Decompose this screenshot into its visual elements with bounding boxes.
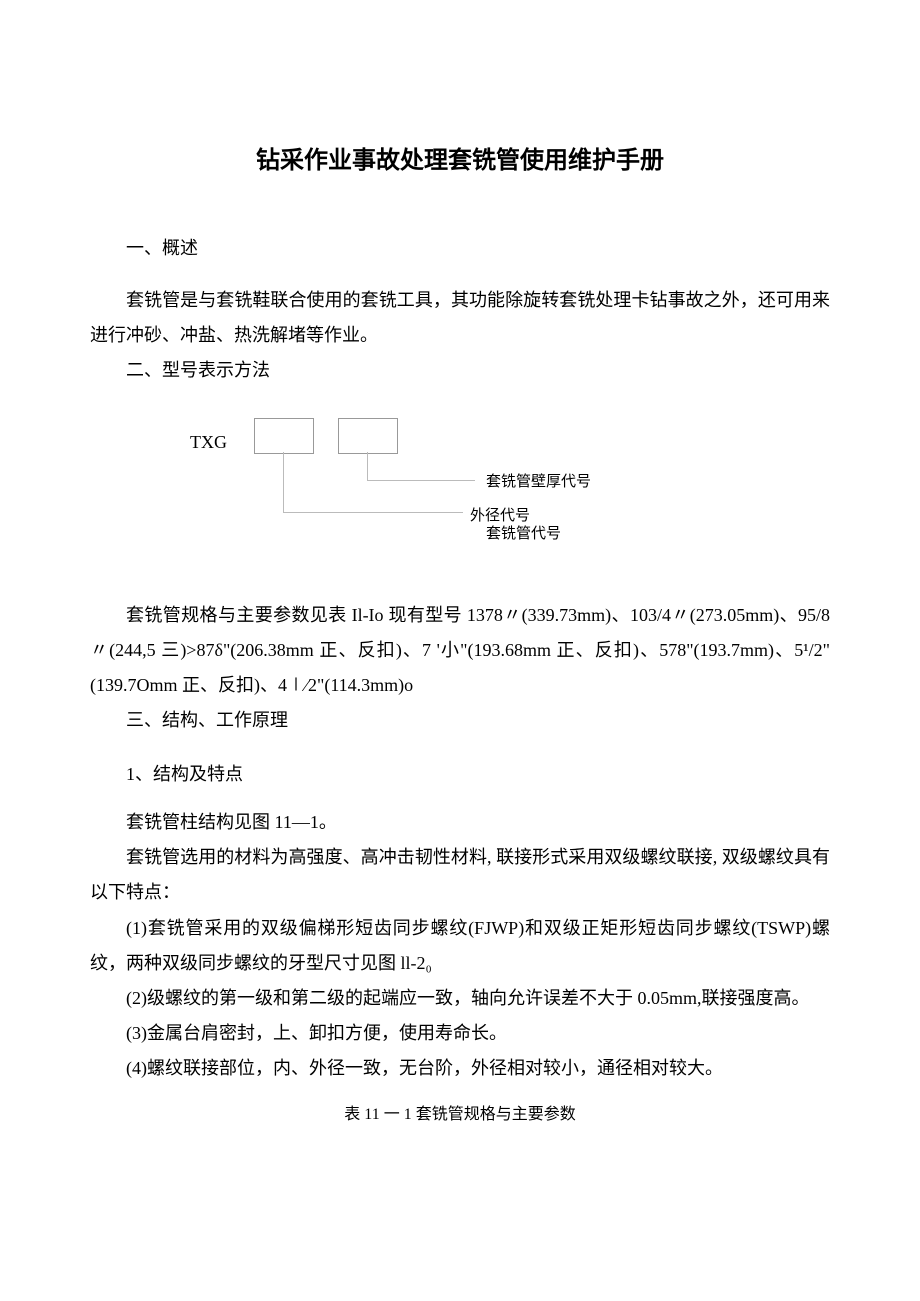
diagram-connector xyxy=(367,480,475,481)
section-2-heading: 二、型号表示方法 xyxy=(90,353,830,387)
diagram-connector xyxy=(283,512,463,513)
diagram-connector xyxy=(367,452,368,480)
section-3-item-4: (4)螺纹联接部位，内、外径一致，无台阶，外径相对较小，通径相对较大。 xyxy=(90,1051,830,1086)
section-1-paragraph: 套铣管是与套铣鞋联合使用的套铣工具，其功能除旋转套铣处理卡钻事故之外，还可用来进… xyxy=(90,283,830,353)
section-1-heading: 一、概述 xyxy=(90,231,830,265)
model-diagram: TXG 套铣管壁厚代号 外径代号 套铣管代号 xyxy=(90,410,830,560)
diagram-connector xyxy=(283,452,284,512)
diagram-label-code: 套铣管代号 xyxy=(486,522,561,543)
section-3-item-3: (3)金属台肩密封，上、卸扣方便，使用寿命长。 xyxy=(90,1016,830,1051)
diagram-label-wall: 套铣管壁厚代号 xyxy=(486,470,591,491)
diagram-canvas: TXG 套铣管壁厚代号 外径代号 套铣管代号 xyxy=(190,410,620,560)
section-3-heading: 三、结构、工作原理 xyxy=(90,703,830,737)
section-3-subheading: 1、结构及特点 xyxy=(90,757,830,791)
section-2-paragraph: 套铣管规格与主要参数见表 Il-Io 现有型号 1378〃(339.73mm)、… xyxy=(90,598,830,703)
diagram-txg-label: TXG xyxy=(190,432,227,453)
diagram-box-1 xyxy=(254,418,314,454)
document-title: 钻采作业事故处理套铣管使用维护手册 xyxy=(90,140,830,175)
diagram-box-2 xyxy=(338,418,398,454)
document-page: 钻采作业事故处理套铣管使用维护手册 一、概述 套铣管是与套铣鞋联合使用的套铣工具… xyxy=(0,0,920,1184)
section-3-p1: 套铣管柱结构见图 11—1。 xyxy=(90,805,830,840)
table-caption: 表 11 一 1 套铣管规格与主要参数 xyxy=(90,1100,830,1124)
section-3-item-2: (2)级螺纹的第一级和第二级的起端应一致，轴向允许误差不大于 0.05mm,联接… xyxy=(90,981,830,1016)
section-3-item-1: (1)套铣管采用的双级偏梯形短齿同步螺纹(FJWP)和双级正矩形短齿同步螺纹(T… xyxy=(90,911,830,981)
section-3-p2: 套铣管选用的材料为高强度、高冲击韧性材料, 联接形式采用双级螺纹联接, 双级螺纹… xyxy=(90,840,830,910)
